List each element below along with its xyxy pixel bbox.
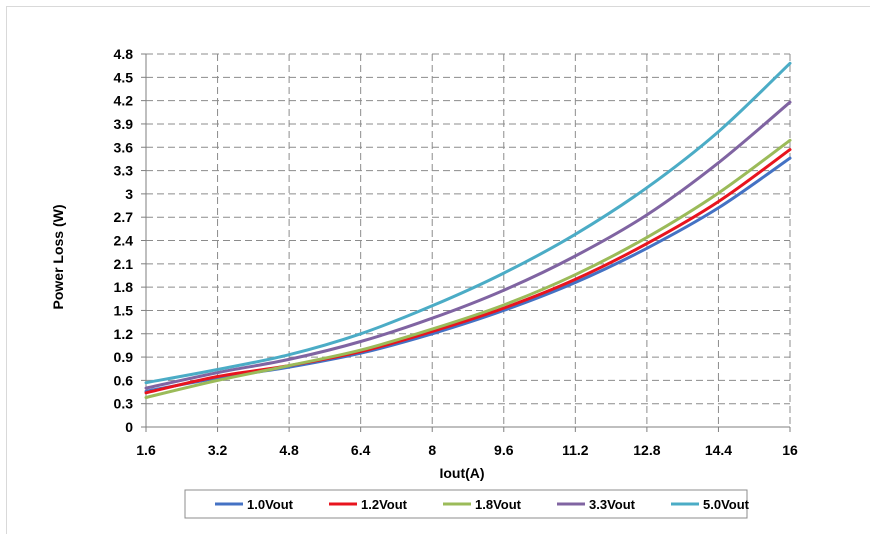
x-tick-label: 3.2 [208,442,228,458]
y-tick-label: 3 [125,186,133,202]
series-line-3-3vout [144,100,792,390]
y-tick-label: 0 [125,419,133,435]
legend-label: 1.2Vout [361,497,408,512]
y-tick-label: 4.5 [114,69,134,85]
x-tick-label: 8 [428,442,436,458]
series-line-1-2vout [144,148,792,395]
y-tick-label: 4.2 [114,93,134,109]
y-tick-label: 3.3 [114,163,134,179]
chart-frame: 0 0.3 0.6 0.9 1.2 1.5 1.8 2.1 2.4 2.7 3 3.3 3.6 3.9 4.… [6,6,870,534]
legend-label: 1.8Vout [475,497,522,512]
x-tick-label: 1.6 [136,442,156,458]
power-loss-chart: 0 0.3 0.6 0.9 1.2 1.5 1.8 2.1 2.4 2.7 3 3.3 3.6 3.9 4.… [50,46,798,519]
x-tick-label: 9.6 [494,442,514,458]
y-tick-label: 1.2 [114,326,134,342]
x-tick-label: 14.4 [705,442,732,458]
y-tick-label: 3.9 [114,116,134,132]
series-lines [144,61,792,399]
tick-labels: 0 0.3 0.6 0.9 1.2 1.5 1.8 2.1 2.4 2.7 3 3.3 3.6 3.9 4.… [114,46,798,458]
y-tick-label: 2.7 [114,209,134,225]
x-tick-label: 4.8 [279,442,299,458]
series-line-1-0vout [144,156,792,393]
x-tick-label: 12.8 [633,442,660,458]
y-tick-label: 1.8 [114,279,134,295]
x-tick-label: 6.4 [351,442,371,458]
y-tick-label: 0.3 [114,396,134,412]
x-tick-label: 11.2 [562,442,589,458]
legend-label: 3.3Vout [589,497,636,512]
series-line-5-0vout [144,61,792,385]
axes [141,53,791,432]
y-tick-label: 1.5 [114,302,134,318]
legend-label: 5.0Vout [703,497,750,512]
y-tick-label: 4.8 [114,46,134,62]
y-axis-title: Power Loss (W) [50,204,66,309]
series-line-1-8vout [144,138,792,399]
y-tick-label: 3.6 [114,139,134,155]
y-tick-label: 2.1 [114,256,134,272]
grid-lines [146,53,791,427]
y-tick-label: 0.6 [114,372,134,388]
y-tick-label: 0.9 [114,349,134,365]
x-tick-label: 16 [782,442,798,458]
x-axis-title: Iout(A) [439,465,484,481]
legend-label: 1.0Vout [247,497,294,512]
y-tick-label: 2.4 [114,233,134,249]
legend: 1.0Vout 1.2Vout 1.8Vout 3.3Vout 5.0Vout [184,489,750,519]
